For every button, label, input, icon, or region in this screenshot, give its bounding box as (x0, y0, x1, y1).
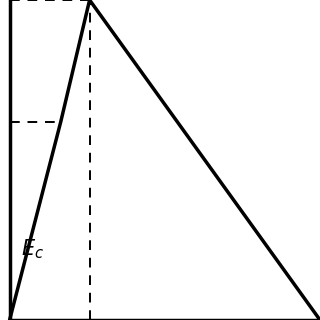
Text: $E_c$: $E_c$ (21, 238, 44, 261)
